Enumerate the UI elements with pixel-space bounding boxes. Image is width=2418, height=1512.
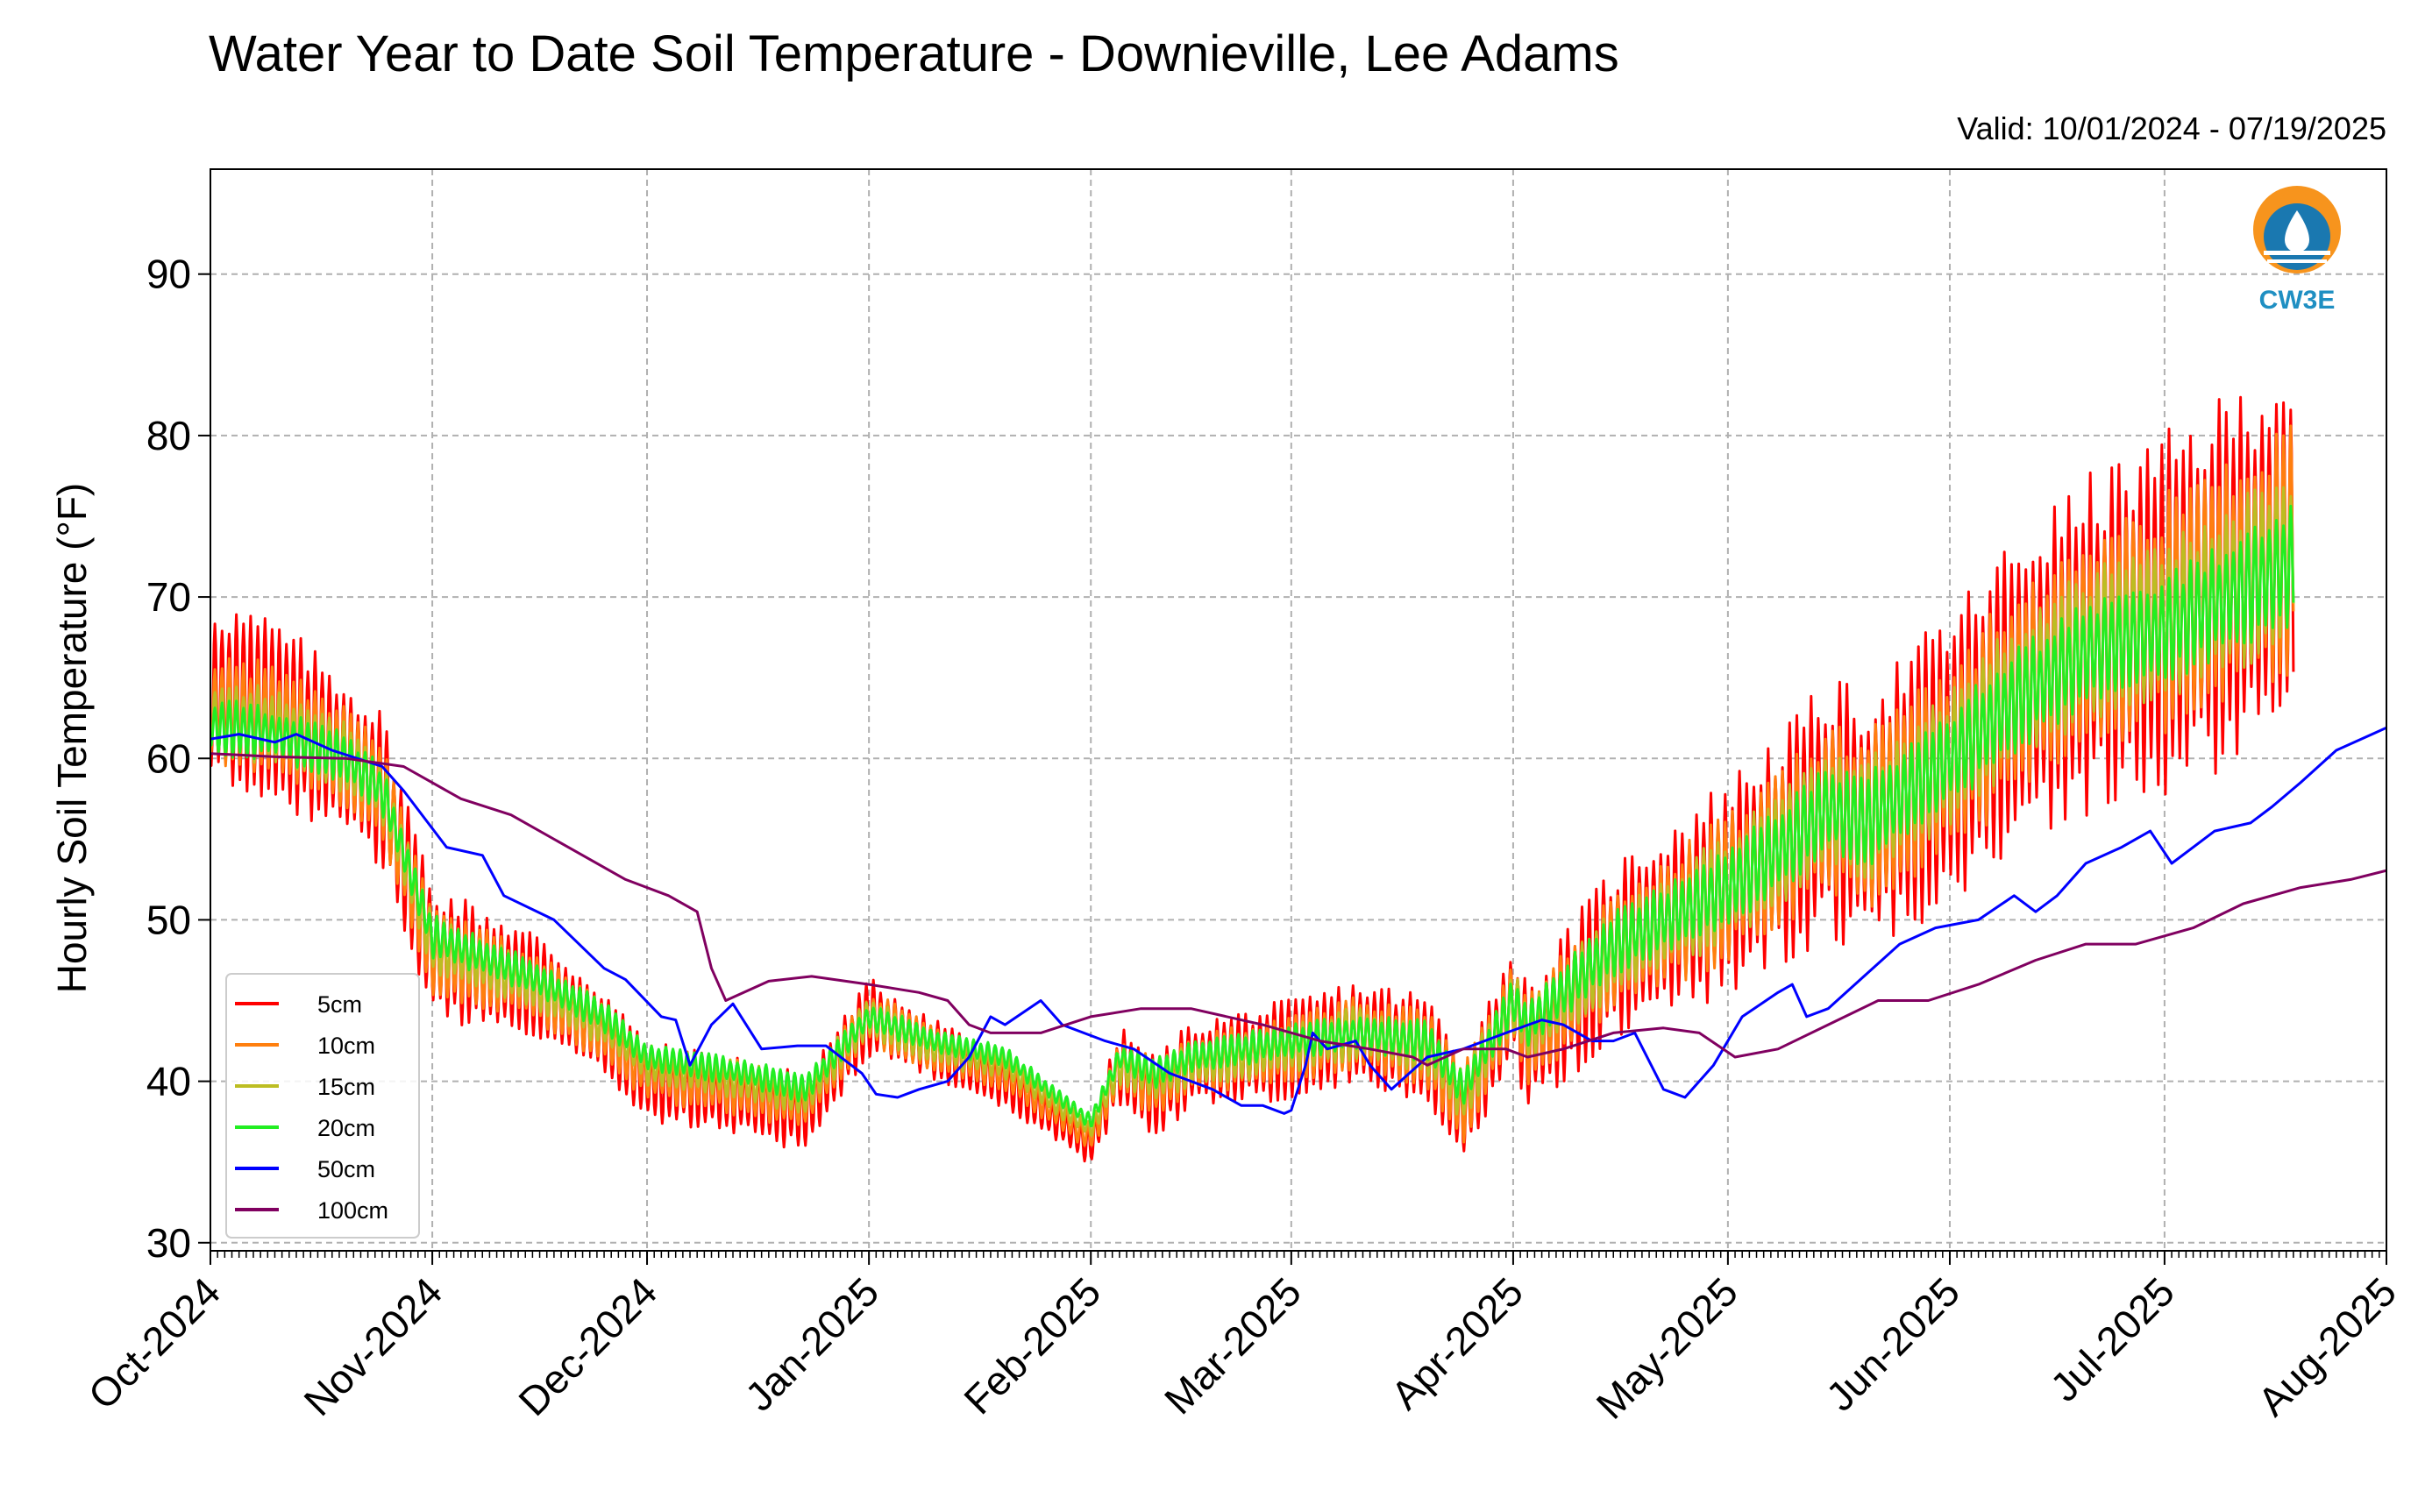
chart-title: Water Year to Date Soil Temperature - Do… [209,25,1619,82]
legend-label-5cm: 5cm [317,991,362,1018]
y-tick-label: 90 [146,252,191,297]
legend-label-100cm: 100cm [317,1197,388,1224]
y-tick-label: 60 [146,735,191,781]
x-tick-label: Oct-2024 [80,1268,230,1418]
y-axis-label: Hourly Soil Temperature (°F) [49,483,95,994]
y-axis: 30 40 50 60 70 80 90 [146,252,210,1266]
x-tick-label: Jan-2025 [736,1268,887,1419]
x-tick-label: Feb-2025 [955,1268,1109,1423]
series-layer [210,395,2386,1163]
x-tick-label: Jul-2025 [2041,1268,2183,1410]
y-tick-label: 80 [146,413,191,458]
y-tick-label: 30 [146,1220,191,1266]
x-axis: Oct-2024 Nov-2024 Dec-2024 Jan-2025 Feb-2025… [80,1251,2405,1428]
logo-drop-icon [2285,210,2309,252]
legend-label-50cm: 50cm [317,1156,375,1182]
cw3e-logo: CW3E [2253,186,2341,315]
y-tick-label: 70 [146,574,191,620]
legend-label-10cm: 10cm [317,1033,375,1059]
x-tick-label: Nov-2024 [295,1268,451,1424]
x-tick-label: May-2025 [1588,1268,1746,1427]
legend-box [225,973,420,1239]
x-tick-label: Mar-2025 [1156,1268,1310,1423]
x-tick-label: Aug-2025 [2249,1268,2405,1424]
y-tick-label: 40 [146,1059,191,1104]
x-tick-label: Jun-2025 [1817,1268,1968,1419]
x-tick-label: Apr-2025 [1382,1268,1532,1418]
valid-date-range: Valid: 10/01/2024 - 07/19/2025 [1957,110,2386,146]
logo-text: CW3E [2259,286,2336,315]
legend: 5cm 10cm 15cm 20cm 50cm 100cm [225,973,420,1239]
series-line-20cm [210,504,2295,1128]
x-tick-label: Dec-2024 [509,1268,665,1424]
legend-label-20cm: 20cm [317,1115,375,1141]
y-tick-label: 50 [146,897,191,942]
plot-area [210,395,2386,1163]
legend-label-15cm: 15cm [317,1074,375,1100]
series-line-100cm [210,752,2386,1067]
